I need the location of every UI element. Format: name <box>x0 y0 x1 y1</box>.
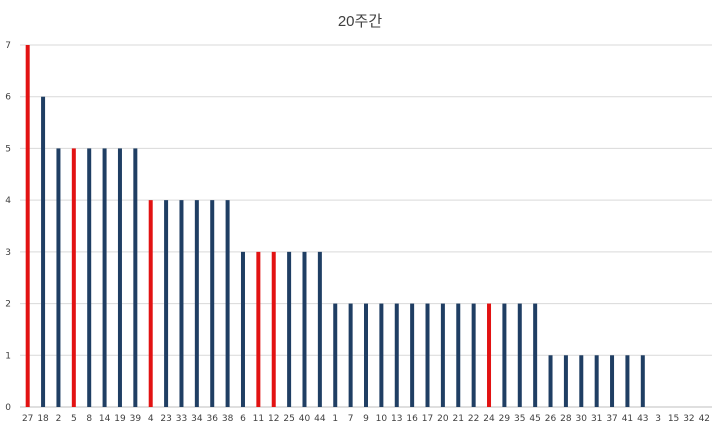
x-tick-label-37: 37 <box>606 414 617 424</box>
bar-38 <box>225 200 230 407</box>
bar-19 <box>117 148 122 407</box>
x-tick-label-23: 23 <box>160 414 171 424</box>
y-tick-label-6: 6 <box>5 93 11 103</box>
bar-16 <box>410 303 415 407</box>
x-tick-label-7: 7 <box>348 414 354 424</box>
bar-9 <box>364 303 368 407</box>
x-tick-label-35: 35 <box>514 414 525 424</box>
bar-41 <box>625 355 630 407</box>
x-tick-label-41: 41 <box>622 414 633 424</box>
bar-2 <box>56 148 61 407</box>
x-tick-label-21: 21 <box>453 414 464 424</box>
bar-5 <box>71 148 76 407</box>
bar-18 <box>41 96 46 407</box>
bar-21 <box>456 303 461 407</box>
bar-13 <box>394 303 399 407</box>
x-tick-label-43: 43 <box>637 414 648 424</box>
bar-22 <box>471 303 476 407</box>
x-tick-label-28: 28 <box>560 414 572 424</box>
y-tick-label-7: 7 <box>5 41 11 51</box>
x-tick-label-34: 34 <box>191 414 203 424</box>
x-tick-label-19: 19 <box>114 414 126 424</box>
bar-4 <box>148 200 153 407</box>
bar-36 <box>210 200 215 407</box>
bar-37 <box>610 355 615 407</box>
x-tick-label-9: 9 <box>363 414 369 424</box>
x-tick-label-42: 42 <box>699 414 710 424</box>
x-tick-label-32: 32 <box>683 414 694 424</box>
x-tick-label-25: 25 <box>283 414 294 424</box>
bar-24 <box>487 303 492 407</box>
x-tick-label-8: 8 <box>86 414 92 424</box>
x-tick-label-20: 20 <box>437 414 449 424</box>
x-tick-label-33: 33 <box>176 414 187 424</box>
bar-28 <box>563 355 568 407</box>
x-tick-label-16: 16 <box>406 414 418 424</box>
bar-20 <box>440 303 445 407</box>
x-tick-label-27: 27 <box>22 414 33 424</box>
bar-11 <box>256 251 261 407</box>
x-tick-label-26: 26 <box>545 414 557 424</box>
bar-25 <box>287 251 292 407</box>
bar-12 <box>271 251 276 407</box>
x-tick-label-10: 10 <box>376 414 388 424</box>
x-tick-label-17: 17 <box>422 414 433 424</box>
x-tick-label-31: 31 <box>591 414 602 424</box>
x-tick-label-39: 39 <box>130 414 142 424</box>
bar-26 <box>548 355 553 407</box>
bar-45 <box>533 303 538 407</box>
bar-17 <box>425 303 430 407</box>
x-tick-label-24: 24 <box>483 414 495 424</box>
x-tick-label-36: 36 <box>206 414 218 424</box>
bar-44 <box>317 251 322 407</box>
y-tick-label-3: 3 <box>5 248 11 258</box>
bar-39 <box>133 148 138 407</box>
x-tick-label-12: 12 <box>268 414 279 424</box>
x-tick-label-5: 5 <box>71 414 77 424</box>
bar-23 <box>164 200 169 407</box>
bar-29 <box>502 303 507 407</box>
x-tick-label-29: 29 <box>499 414 511 424</box>
bar-40 <box>302 251 307 407</box>
bar-10 <box>379 303 384 407</box>
x-tick-label-2: 2 <box>56 414 62 424</box>
x-tick-label-30: 30 <box>576 414 588 424</box>
x-tick-label-15: 15 <box>668 414 679 424</box>
x-tick-label-18: 18 <box>37 414 49 424</box>
y-tick-label-0: 0 <box>5 403 11 413</box>
x-tick-label-40: 40 <box>299 414 311 424</box>
y-tick-label-4: 4 <box>5 196 11 206</box>
x-tick-label-13: 13 <box>391 414 402 424</box>
bar-30 <box>579 355 584 407</box>
x-tick-label-22: 22 <box>468 414 479 424</box>
bar-31 <box>594 355 599 407</box>
x-tick-label-1: 1 <box>332 414 338 424</box>
bar-43 <box>640 355 645 407</box>
y-tick-label-2: 2 <box>5 300 11 310</box>
y-tick-label-5: 5 <box>5 144 11 154</box>
bar-1 <box>333 303 338 407</box>
chart-title: 20주간 <box>337 13 383 30</box>
x-tick-label-14: 14 <box>99 414 111 424</box>
bar-27 <box>25 45 30 407</box>
x-tick-label-6: 6 <box>240 414 246 424</box>
bar-6 <box>240 251 245 407</box>
y-tick-label-1: 1 <box>5 351 11 361</box>
x-tick-label-44: 44 <box>314 414 326 424</box>
x-tick-label-4: 4 <box>148 414 154 424</box>
x-tick-label-38: 38 <box>222 414 234 424</box>
bar-8 <box>87 148 92 407</box>
x-tick-label-11: 11 <box>253 414 264 424</box>
bar-33 <box>179 200 184 407</box>
bar-35 <box>517 303 522 407</box>
bar-7 <box>348 303 353 407</box>
x-tick-label-3: 3 <box>655 414 661 424</box>
bar-34 <box>194 200 199 407</box>
x-tick-label-45: 45 <box>529 414 540 424</box>
bar-14 <box>102 148 107 407</box>
